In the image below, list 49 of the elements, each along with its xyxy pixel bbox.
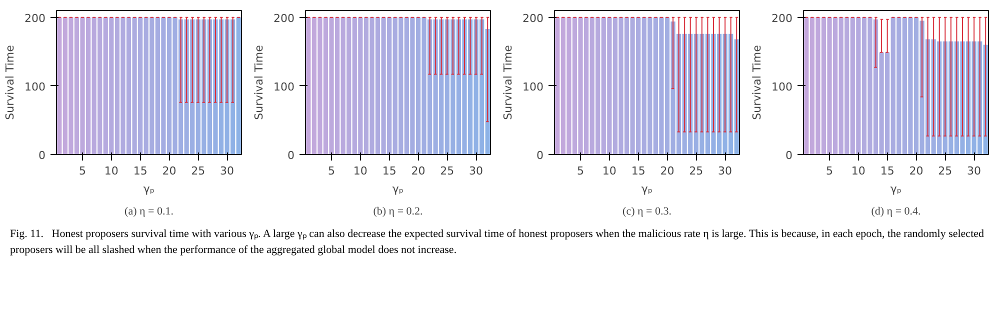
x-tick-label: 15 bbox=[631, 164, 646, 178]
y-tick-label: 0 bbox=[38, 149, 46, 162]
y-tick-label: 100 bbox=[24, 80, 46, 94]
x-tick-label: 10 bbox=[851, 164, 866, 178]
x-tick-label: 15 bbox=[133, 164, 148, 178]
y-tick-label: 200 bbox=[274, 12, 295, 25]
caption: Fig. 11. Honest proposers survival time with various γₚ. A large γₚ can also decrease the expected survival time of honest proposers when the malicious rate η is large. This is because, in each epoch, the randomly selected proposers will be all slashed when the performance of the aggregated global model does not increase. bbox=[10, 227, 986, 258]
y-tick-label: 0 bbox=[536, 149, 544, 162]
x-tick-label: 10 bbox=[353, 164, 368, 178]
y-tick-label: 200 bbox=[24, 12, 46, 25]
y-axis-title: Survival Time bbox=[252, 44, 266, 120]
y-tick-label: 100 bbox=[274, 80, 295, 94]
x-tick-label: 30 bbox=[469, 164, 484, 178]
text: (d) η = 0.4. bbox=[871, 206, 922, 218]
y-axis-title: Survival Time bbox=[750, 44, 764, 120]
y-axis-title: Survival Time bbox=[4, 44, 17, 120]
x-tick-label: 15 bbox=[880, 164, 894, 178]
text: (a) η = 0.1. bbox=[124, 206, 174, 218]
x-tick-label: 5 bbox=[577, 164, 584, 178]
y-axis-title: Survival Time bbox=[502, 44, 515, 120]
x-axis-title: γₚ bbox=[890, 182, 902, 196]
x-tick-label: 25 bbox=[440, 164, 454, 178]
y-tick-label: 200 bbox=[522, 12, 544, 25]
y-tick-label: 200 bbox=[772, 12, 793, 25]
x-tick-label: 5 bbox=[79, 164, 86, 178]
x-tick-label: 10 bbox=[602, 164, 616, 178]
x-tick-label: 10 bbox=[104, 164, 118, 178]
y-tick-label: 0 bbox=[786, 149, 792, 162]
y-tick-label: 0 bbox=[288, 149, 294, 162]
x-axis-title: γₚ bbox=[143, 182, 155, 196]
y-tick-label: 100 bbox=[522, 80, 544, 94]
x-tick-label: 20 bbox=[162, 164, 176, 178]
x-axis-title: γₚ bbox=[392, 182, 404, 196]
x-tick-label: 20 bbox=[909, 164, 924, 178]
x-tick-label: 20 bbox=[411, 164, 426, 178]
x-tick-label: 25 bbox=[938, 164, 952, 178]
x-tick-label: 5 bbox=[328, 164, 336, 178]
text: (c) η = 0.3. bbox=[622, 206, 672, 218]
x-tick-label: 30 bbox=[967, 164, 982, 178]
x-tick-label: 30 bbox=[220, 164, 234, 178]
x-axis-title: γₚ bbox=[641, 182, 653, 196]
x-tick-label: 15 bbox=[382, 164, 396, 178]
x-tick-label: 5 bbox=[826, 164, 834, 178]
x-tick-label: 20 bbox=[660, 164, 674, 178]
x-tick-label: 25 bbox=[689, 164, 704, 178]
y-tick-label: 100 bbox=[772, 80, 793, 94]
text: (b) η = 0.2. bbox=[373, 206, 424, 218]
x-tick-label: 30 bbox=[718, 164, 732, 178]
x-tick-label: 25 bbox=[191, 164, 206, 178]
